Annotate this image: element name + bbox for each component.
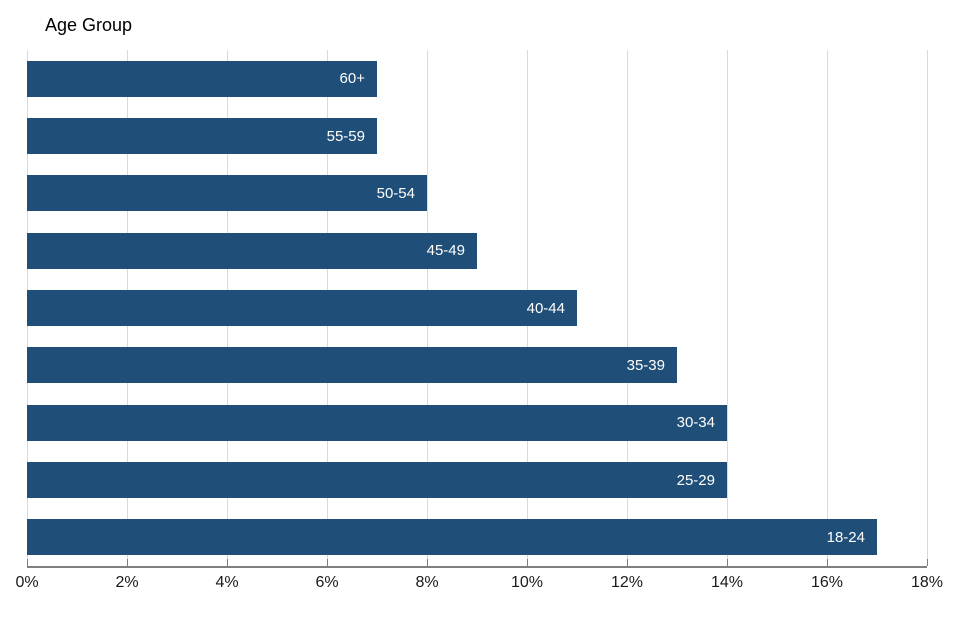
bar: 30-34	[27, 404, 727, 441]
bar-label: 50-54	[376, 184, 415, 202]
x-axis-tick-label: 18%	[910, 574, 944, 591]
x-axis-tick	[927, 559, 928, 566]
x-axis-tick-label: 10%	[510, 574, 544, 591]
bar: 18-24	[27, 519, 877, 556]
chart-title: Age Group	[45, 15, 133, 35]
bar-label: 35-39	[626, 356, 665, 374]
x-axis-tick	[727, 559, 728, 566]
gridline	[927, 50, 928, 566]
x-axis-tick-label: 12%	[610, 574, 644, 591]
x-axis-tick-label: 0%	[15, 574, 39, 591]
bar: 55-59	[27, 118, 377, 154]
x-axis-tick-label: 2%	[115, 574, 139, 591]
x-axis-tick	[627, 559, 628, 566]
bar: 35-39	[27, 347, 677, 384]
bar-label: 40-44	[526, 299, 565, 317]
x-axis-tick	[527, 559, 528, 566]
x-axis-tick-label: 16%	[810, 574, 844, 591]
gridline	[627, 50, 628, 566]
x-axis-tick	[427, 559, 428, 566]
x-axis-tick	[827, 559, 828, 566]
bar-label: 25-29	[676, 471, 715, 489]
x-axis	[27, 566, 927, 568]
bar-label: 60+	[339, 70, 365, 88]
bar-label: 30-34	[676, 414, 715, 432]
bar: 50-54	[27, 175, 427, 212]
bar-label: 45-49	[426, 242, 465, 260]
bar: 60+	[27, 60, 377, 97]
bar: 40-44	[27, 290, 577, 326]
gridline	[827, 50, 828, 566]
x-axis-tick	[327, 559, 328, 566]
x-axis-tick-label: 14%	[710, 574, 744, 591]
bar: 25-29	[27, 462, 727, 498]
x-axis-tick-label: 6%	[315, 574, 339, 591]
x-axis-tick	[227, 559, 228, 566]
gridline	[727, 50, 728, 566]
bar: 45-49	[27, 232, 477, 269]
bar-label: 18-24	[826, 528, 865, 546]
x-axis-tick-label: 8%	[415, 574, 439, 591]
bar-label: 55-59	[326, 127, 365, 145]
x-axis-tick	[27, 559, 28, 566]
x-axis-tick-label: 4%	[215, 574, 239, 591]
plot-area: 60+ 55-59 50-54 45-49 40-44 35-39 30-34 25-29 18…	[15, 50, 943, 591]
x-axis-tick	[127, 559, 128, 566]
